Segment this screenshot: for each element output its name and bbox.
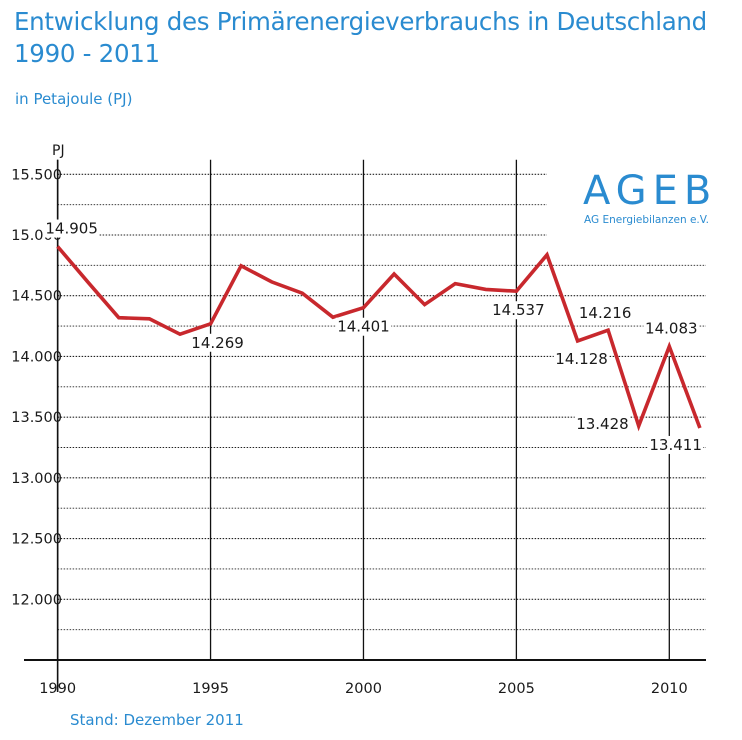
data-label-bg [335,317,392,336]
data-label-bg [643,319,700,338]
data-label-bg [189,333,246,352]
title-line-1: Entwicklung des Primärenergieverbrauchs … [14,7,707,36]
y-tick-label: 13.000 [11,471,62,487]
ageb-logo-subtext: AG Energiebilanzen e.V. [584,214,709,226]
data-label: 13.428 [576,415,629,433]
y-tick-label: 14.500 [11,289,62,305]
data-label: 14.216 [579,304,632,322]
y-axis-label: PJ [52,143,65,159]
series-line [56,245,702,432]
y-tick-label: 15.500 [11,167,62,183]
data-label: 14.083 [645,319,698,337]
data-label: 13.411 [649,436,702,454]
data-label: 14.401 [337,318,390,336]
y-tick-label: 12.500 [11,532,62,548]
footer-stand: Stand: Dezember 2011 [70,711,244,729]
line-chart: PJ 12.000 12.500 13.000 13.500 14.000 14.500 15… [11,143,706,697]
data-label-bg [43,219,100,238]
data-labels: 14.905 14.269 14.401 14.537 14.128 14.216 13.4… [43,219,704,454]
y-tick-label: 12.000 [11,592,62,608]
x-tick-label: 1995 [192,681,229,697]
x-tick-label: 2005 [498,681,535,697]
chart-title: Entwicklung des Primärenergieverbrauchs … [14,6,707,70]
ageb-logo: AGEB [583,168,718,214]
data-label: 14.269 [191,334,244,352]
data-label: 14.128 [555,350,608,368]
data-label: 14.537 [492,301,545,319]
data-label-bg [553,349,610,368]
title-line-2: 1990 - 2011 [14,39,160,68]
x-tick-label: 1990 [39,681,76,697]
x-tick-label: 2010 [651,681,688,697]
y-tick-label: 14.000 [11,349,62,365]
data-label-bg [577,304,633,323]
data-label-bg [647,435,704,454]
data-label-bg [490,301,547,320]
data-label: 14.905 [45,220,98,238]
data-label-bg [574,414,631,433]
grid-lines [56,159,706,660]
series-line-layer [56,245,702,432]
y-tick-label: 13.500 [11,410,62,426]
chart-subtitle: in Petajoule (PJ) [15,90,133,108]
x-tick-label: 2000 [345,681,382,697]
